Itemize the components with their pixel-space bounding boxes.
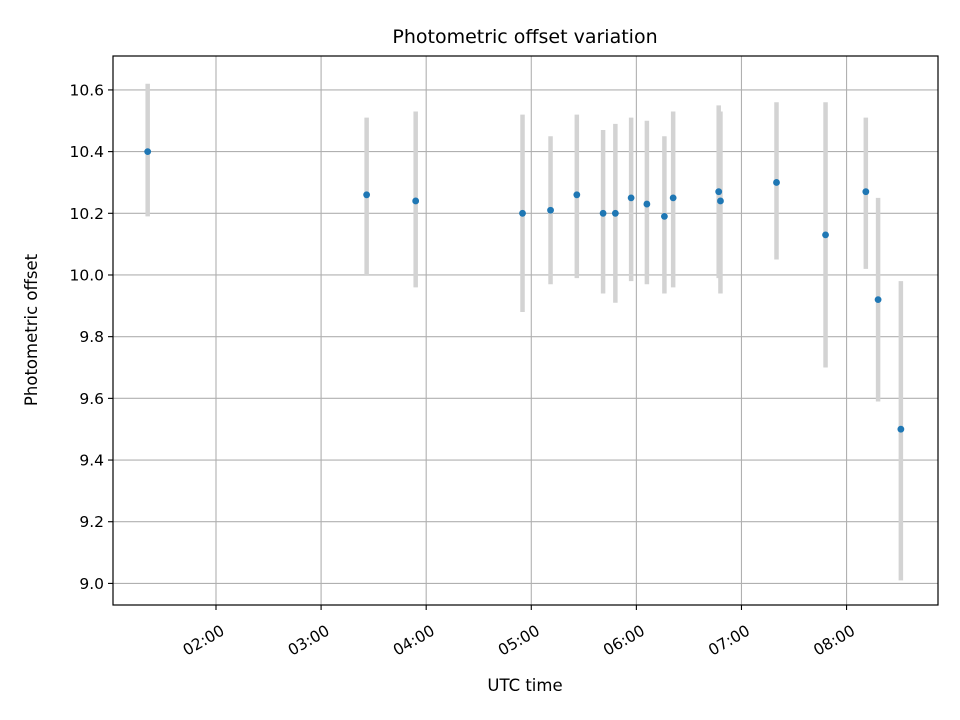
data-point	[573, 191, 581, 199]
y-tick-label: 9.2	[79, 513, 104, 531]
data-point	[897, 425, 905, 433]
y-tick-label: 9.8	[79, 328, 104, 346]
data-point	[412, 197, 420, 205]
y-tick-label: 10.2	[69, 205, 104, 223]
y-tick-label: 10.4	[69, 143, 104, 161]
data-point	[822, 231, 829, 239]
data-point	[627, 194, 635, 202]
y-tick-label: 9.4	[79, 452, 104, 470]
data-point	[874, 296, 882, 304]
data-point	[773, 179, 780, 186]
data-point	[547, 206, 554, 214]
y-tick-label: 10.6	[69, 81, 104, 99]
y-tick-label: 9.6	[79, 390, 104, 408]
data-point	[144, 148, 152, 156]
x-axis-label: UTC time	[487, 676, 562, 695]
data-point	[643, 200, 651, 208]
chart-title: Photometric offset variation	[392, 26, 657, 48]
data-point	[669, 194, 677, 202]
data-point	[717, 197, 724, 205]
y-axis-ticks: 9.0 9.2 9.4 9.6 9.8 10.0 10.2 10.4 10.6	[69, 81, 113, 593]
plot-frame	[112, 55, 939, 606]
data-point	[363, 191, 371, 199]
data-point	[599, 209, 607, 217]
y-tick-label: 10.0	[69, 266, 104, 284]
data-point	[862, 188, 870, 196]
data-point	[661, 212, 668, 220]
y-tick-label: 9.0	[79, 575, 104, 593]
data-point	[715, 188, 723, 196]
data-point	[611, 209, 619, 217]
data-point	[519, 209, 526, 217]
data-points	[144, 148, 905, 433]
y-axis-label: Photometric offset	[22, 253, 41, 406]
